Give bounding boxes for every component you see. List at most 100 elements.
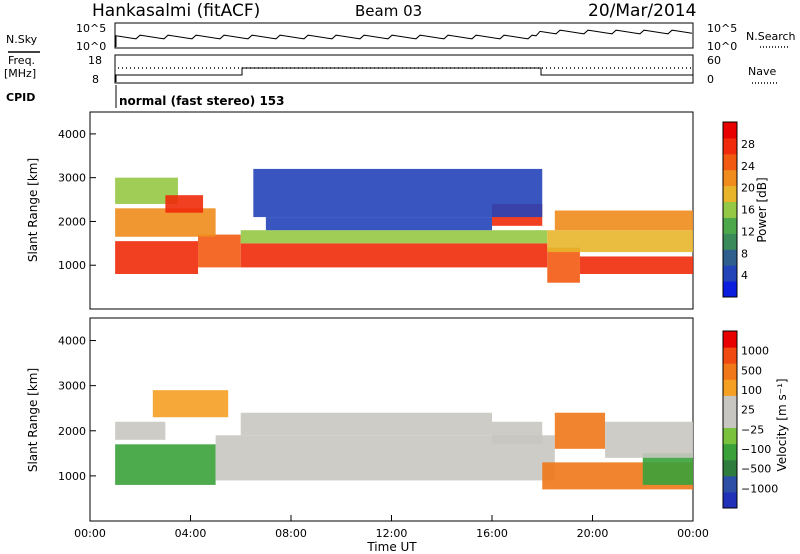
colorbar-tick-label: 16 [741,204,755,217]
freq-trace [115,67,693,82]
sky-right-tick-bottom: 10^0 [707,40,737,53]
velocity-colorbar-label: Velocity [m s⁻¹] [775,378,789,471]
sky-panel-frame [114,22,694,49]
colorbar-tick-label: −25 [741,423,764,436]
x-tick-label: 08:00 [275,527,307,540]
colorbar-cell [723,249,737,266]
x-axis-label: Time UT [366,540,417,554]
colorbar-cell [723,265,737,282]
power-band [547,247,580,283]
velocity-colorbar: 1000 500 100 25 −25 −100 −500 −1000 [722,330,778,509]
power-data [115,168,693,283]
freq-left-tick-bottom: 8 [92,73,99,86]
colorbar-cell [723,395,737,412]
x-tick-label: 04:00 [175,527,207,540]
power-y-tick-label: 3000 [58,172,86,185]
power-y-label: Slant Range [km] [26,158,40,262]
colorbar-cell [723,475,737,493]
colorbar-cell [723,459,737,477]
power-y-ticks: 1000 2000 3000 4000 [58,128,96,272]
velocity-panel: 1000 2000 3000 4000 Slant Range [km] 1000 50… [26,317,789,554]
power-band [579,256,693,274]
power-band [240,230,548,244]
colorbar-cell [723,331,737,348]
sky-right-label: N.Search [746,30,796,43]
sky-trace [115,29,693,47]
freq-left-label-1: Freq. [8,54,35,67]
colorbar-cell [723,185,737,203]
colorbar-cell [723,233,737,250]
x-tick-label: 00:00 [677,527,709,540]
colorbar-cell [723,443,737,461]
x-tick-label: 12:00 [376,527,408,540]
sky-left-label: N.Sky [6,33,38,46]
power-band [554,210,693,231]
cpid-text: normal (fast stereo) 153 [119,94,285,108]
velocity-y-tick-label: 1000 [58,470,86,483]
velocity-band [554,412,606,449]
colorbar-cell [723,137,737,155]
power-colorbar: 4 8 12 16 20 24 28 [722,121,755,298]
beam-title: Beam 03 [355,2,422,20]
colorbar-cell [723,379,737,396]
colorbar-cell [723,491,737,509]
velocity-band [115,421,166,440]
colorbar-cell [723,427,737,445]
colorbar-tick-label: 100 [741,384,762,397]
power-band [253,168,543,218]
colorbar-tick-label: 12 [741,225,755,238]
date-title: 20/Mar/2014 [588,1,696,21]
colorbar-cell [723,281,737,298]
nave-label: Nave [748,65,776,78]
velocity-y-tick-label: 4000 [58,335,86,348]
cpid-label: CPID [6,91,35,104]
velocity-band [492,421,543,445]
power-band [265,217,492,231]
power-band [115,208,216,237]
power-band [115,241,199,274]
power-colorbar-label: Power [dB] [755,177,769,242]
freq-left-tick-top: 18 [88,54,102,67]
sky-left-tick-top: 10^5 [76,22,106,35]
colorbar-cell [723,217,737,234]
time-x-ticks: 00:00 04:00 08:00 12:00 16:00 20:00 00:00 [74,515,709,540]
colorbar-tick-label: −100 [741,443,771,456]
colorbar-cell [723,153,737,171]
colorbar-tick-label: 28 [741,138,755,151]
colorbar-cell [723,411,737,429]
velocity-y-tick-label: 2000 [58,425,86,438]
power-panel: 1000 2000 3000 4000 Slant Range [km] 4 8 12 16… [26,111,769,310]
colorbar-tick-label: −1000 [741,482,778,495]
x-tick-label: 00:00 [74,527,106,540]
sky-left-tick-bottom: 10^0 [76,40,106,53]
velocity-band [115,444,216,485]
colorbar-tick-label: 1000 [741,345,769,358]
station-title: Hankasalmi (fitACF) [92,1,260,21]
freq-right-tick-bottom: 0 [707,73,714,86]
power-y-tick-label: 2000 [58,215,86,228]
colorbar-tick-label: 500 [741,364,762,377]
power-y-tick-label: 4000 [58,128,86,141]
x-tick-label: 16:00 [476,527,508,540]
velocity-y-ticks: 1000 2000 3000 4000 [58,335,96,483]
colorbar-tick-label: 4 [741,269,748,282]
freq-left-label-2: [MHz] [4,67,36,80]
velocity-y-label: Slant Range [km] [26,368,40,472]
velocity-band [642,453,693,485]
colorbar-tick-label: 20 [741,182,755,195]
velocity-band [240,412,492,436]
colorbar-cell [723,363,737,380]
colorbar-tick-label: 8 [741,247,748,260]
velocity-band [152,390,229,418]
x-tick-label: 20:00 [577,527,609,540]
power-band [240,243,548,268]
power-y-tick-label: 1000 [58,259,86,272]
sky-right-tick-top: 10^5 [707,22,737,35]
velocity-data [115,390,693,490]
velocity-y-tick-label: 3000 [58,380,86,393]
colorbar-tick-label: −500 [741,463,771,476]
colorbar-cell [723,169,737,187]
velocity-band [605,421,693,458]
colorbar-tick-label: 25 [741,404,755,417]
